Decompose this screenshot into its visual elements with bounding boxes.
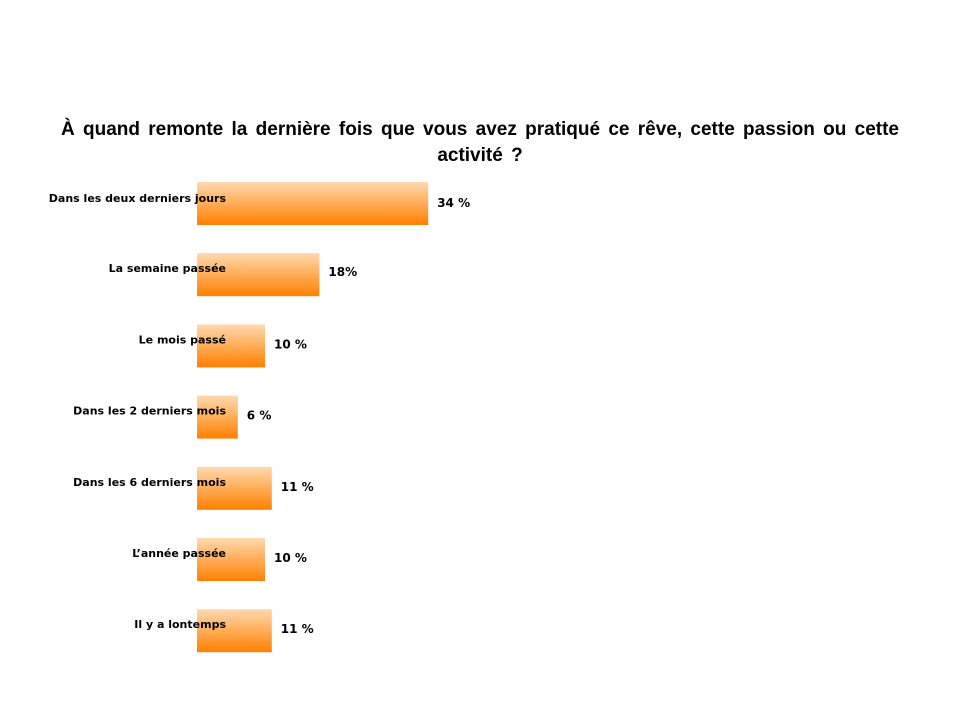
value-label: 6 %: [247, 409, 272, 423]
value-label: 10 %: [274, 551, 307, 565]
value-label: 34 %: [437, 196, 470, 210]
chart-title: À quand remonte la dernière fois que vou…: [61, 119, 899, 166]
bar: [197, 466, 272, 510]
bars-group: Dans les deux derniers jours 34 % La semai…: [49, 182, 470, 653]
bar: [197, 324, 265, 368]
bar: [197, 395, 238, 439]
category-label: Dans les deux derniers jours: [49, 192, 227, 205]
bar: [197, 609, 272, 653]
category-label: La semaine passée: [109, 262, 226, 275]
category-label: Dans les 6 derniers mois: [73, 476, 226, 489]
value-label: 18%: [328, 265, 357, 279]
bar: [197, 538, 265, 581]
value-label: 11 %: [281, 622, 314, 636]
category-label: L’année passée: [132, 547, 226, 560]
category-label: Dans les 2 derniers mois: [73, 405, 226, 418]
bar: [197, 253, 320, 297]
category-label: Il y a lontemps: [134, 618, 226, 631]
bar: [197, 182, 429, 225]
value-label: 11 %: [281, 480, 314, 494]
category-label: Le mois passé: [139, 333, 226, 346]
value-label: 10 %: [274, 337, 307, 351]
